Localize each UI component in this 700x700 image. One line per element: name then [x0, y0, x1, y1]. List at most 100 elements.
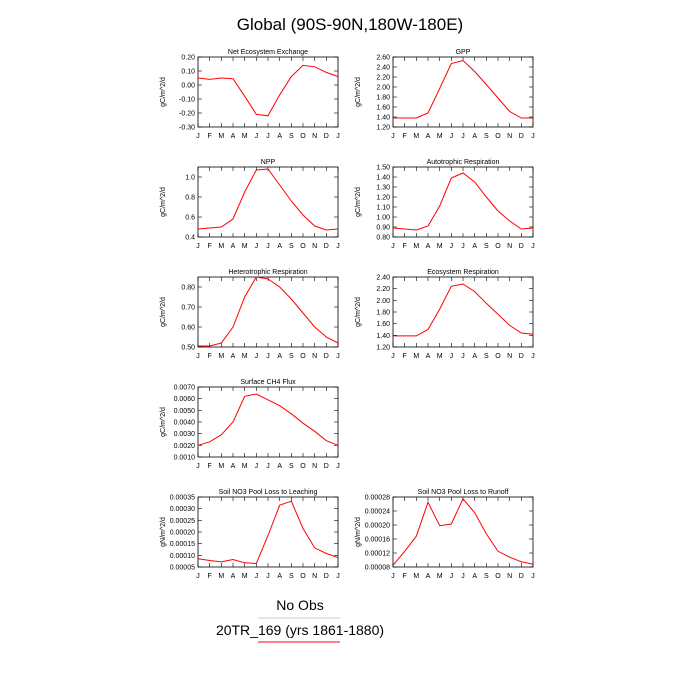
- x-tick-label: J: [531, 353, 535, 360]
- x-tick-label: F: [403, 133, 407, 140]
- panel-1: GPP 1.20 1.40 1.60 1.80 2.00 2.20 2.40 2.60 gC/m^…: [355, 49, 535, 140]
- x-tick-label: J: [336, 463, 340, 470]
- y-tick-label: 1.60: [376, 105, 390, 112]
- legend-obs-label: No Obs: [276, 597, 324, 613]
- y-tick-label: 0.00030: [170, 506, 195, 513]
- panel-5: Ecosystem Respiration 1.20 1.40 1.60 1.80 2.0…: [355, 269, 535, 360]
- y-tick-label: 1.40: [376, 333, 390, 340]
- x-tick-label: S: [289, 463, 294, 470]
- y-tick-label: 0.00: [181, 83, 195, 90]
- series-line: [197, 168, 339, 231]
- y-tick-label: 0.00028: [365, 495, 390, 502]
- x-tick-label: A: [426, 243, 431, 250]
- y-tick-label: 0.00020: [170, 530, 195, 537]
- x-tick-label: A: [231, 573, 236, 580]
- x-tick-label: D: [324, 573, 329, 580]
- x-tick-label: N: [507, 353, 512, 360]
- plot-frame: [197, 386, 339, 458]
- series-line: [198, 276, 339, 347]
- x-tick-label: S: [289, 573, 294, 580]
- x-tick-label: S: [289, 133, 294, 140]
- x-tick-label: O: [300, 463, 306, 470]
- plot-frame: [392, 56, 534, 128]
- x-tick-label: O: [495, 243, 501, 250]
- y-tick-label: 0.0020: [174, 443, 196, 450]
- x-tick-label: J: [255, 573, 259, 580]
- x-tick-label: D: [519, 133, 524, 140]
- x-tick-label: J: [391, 573, 395, 580]
- plot-frame: [392, 276, 534, 348]
- x-tick-label: M: [437, 573, 443, 580]
- panel-title: Soil NO3 Pool Loss to Runoff: [418, 489, 509, 496]
- panels-group: Net Ecosystem Exchange -0.30 -0.20 -0.10 0.0…: [160, 49, 535, 580]
- panel-4: Heterotrophic Respiration 0.50 0.60 0.70 0.8…: [160, 269, 340, 360]
- x-tick-label: J: [266, 463, 270, 470]
- panel-title: Autotrophic Respiration: [427, 159, 500, 166]
- x-tick-label: F: [403, 573, 407, 580]
- y-tick-label: -0.10: [179, 97, 195, 104]
- y-tick-label: 1.30: [376, 185, 390, 192]
- y-tick-label: 0.6: [185, 215, 195, 222]
- panel-title: GPP: [456, 49, 471, 56]
- series-line: [393, 59, 533, 119]
- x-tick-label: D: [324, 353, 329, 360]
- y-axis-label: gC/m^2/d: [355, 187, 362, 217]
- y-tick-label: 2.00: [376, 298, 390, 305]
- x-tick-label: N: [312, 573, 317, 580]
- x-tick-label: J: [196, 573, 200, 580]
- x-tick-label: A: [426, 133, 431, 140]
- y-tick-label: 0.00035: [170, 495, 195, 502]
- x-tick-label: S: [289, 353, 294, 360]
- y-tick-label: 0.00020: [365, 523, 390, 530]
- x-tick-label: J: [391, 133, 395, 140]
- x-tick-label: J: [266, 573, 270, 580]
- x-tick-label: J: [461, 573, 465, 580]
- x-tick-label: A: [472, 133, 477, 140]
- x-tick-label: J: [450, 573, 454, 580]
- x-tick-label: A: [472, 573, 477, 580]
- x-tick-label: A: [426, 573, 431, 580]
- panel-0: Net Ecosystem Exchange -0.30 -0.20 -0.10 0.0…: [160, 49, 340, 140]
- x-tick-label: M: [218, 573, 224, 580]
- x-tick-label: S: [484, 133, 489, 140]
- x-tick-label: J: [196, 243, 200, 250]
- legend-case-label: 20TR_169 (yrs 1861-1880): [215, 622, 385, 638]
- x-tick-label: M: [242, 573, 248, 580]
- x-tick-label: F: [403, 243, 407, 250]
- x-tick-label: J: [461, 243, 465, 250]
- x-tick-label: J: [531, 573, 535, 580]
- series-line: [392, 497, 534, 566]
- x-tick-label: J: [266, 353, 270, 360]
- x-tick-label: J: [255, 133, 259, 140]
- plot-frame: [197, 496, 339, 568]
- y-tick-label: 0.0010: [174, 455, 196, 462]
- y-tick-label: 0.00012: [365, 551, 390, 558]
- y-tick-label: 0.20: [181, 55, 195, 62]
- y-axis-label: gN/m^2/d: [355, 517, 362, 547]
- x-tick-label: A: [277, 243, 282, 250]
- y-tick-label: 1.40: [376, 115, 390, 122]
- x-tick-label: S: [484, 573, 489, 580]
- x-tick-label: S: [289, 243, 294, 250]
- panel-8: Soil NO3 Pool Loss to Runoff 0.00008 0.000…: [355, 489, 535, 580]
- y-tick-label: 1.00: [376, 215, 390, 222]
- x-tick-label: O: [300, 243, 306, 250]
- x-tick-label: M: [437, 243, 443, 250]
- x-tick-label: J: [461, 353, 465, 360]
- y-axis-label: gN/m^2/d: [160, 517, 167, 547]
- x-tick-label: J: [450, 353, 454, 360]
- x-tick-label: J: [255, 243, 259, 250]
- y-tick-label: 1.10: [376, 205, 390, 212]
- x-tick-label: N: [312, 243, 317, 250]
- x-tick-label: J: [196, 133, 200, 140]
- y-axis-label: gC/m^2/d: [160, 407, 167, 437]
- y-tick-label: 0.0040: [174, 420, 196, 427]
- y-tick-label: 0.00010: [170, 553, 195, 560]
- y-tick-label: 2.40: [376, 65, 390, 72]
- x-tick-label: J: [196, 353, 200, 360]
- x-tick-label: S: [484, 353, 489, 360]
- x-tick-label: A: [231, 243, 236, 250]
- x-tick-label: O: [300, 133, 306, 140]
